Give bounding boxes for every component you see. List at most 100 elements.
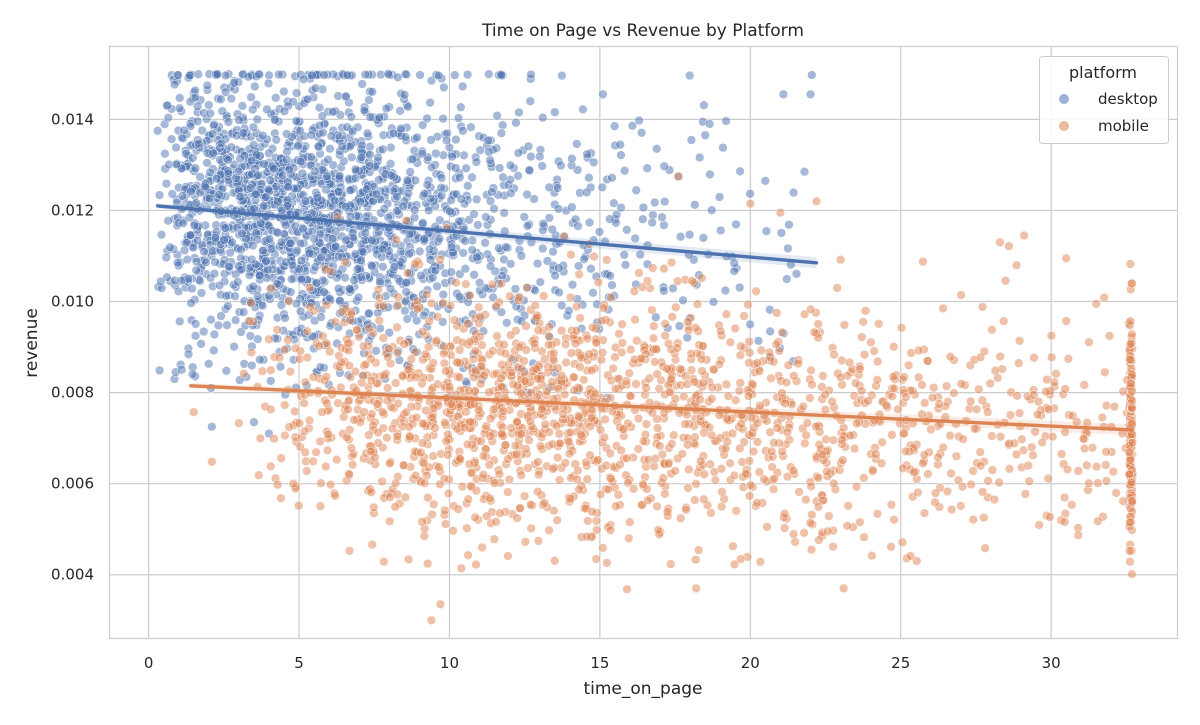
- points-layer: [153, 69, 1138, 625]
- desktop-point: [535, 277, 545, 287]
- mobile-point: [244, 316, 254, 326]
- mobile-point: [544, 340, 554, 350]
- desktop-point: [573, 221, 583, 231]
- desktop-point: [489, 204, 499, 214]
- desktop-point: [279, 106, 290, 116]
- desktop-point: [438, 289, 448, 300]
- desktop-point: [538, 243, 548, 254]
- desktop-point: [220, 70, 231, 81]
- mobile-point: [872, 375, 882, 385]
- mobile-point: [731, 506, 741, 516]
- desktop-point: [584, 173, 594, 183]
- mobile-point: [1024, 476, 1034, 486]
- y-tick-label: 0.006: [51, 475, 94, 493]
- mobile-point: [918, 458, 928, 468]
- mobile-point: [721, 379, 732, 389]
- desktop-point: [199, 246, 209, 257]
- desktop-point: [223, 301, 233, 311]
- mobile-point: [772, 308, 782, 318]
- mobile-point: [553, 452, 563, 463]
- mobile-point: [658, 473, 668, 483]
- mobile-point: [463, 550, 473, 560]
- desktop-point: [306, 130, 316, 140]
- desktop-point: [651, 312, 661, 322]
- mobile-point: [926, 424, 936, 435]
- mobile-point: [553, 383, 563, 394]
- desktop-point: [191, 257, 202, 267]
- desktop-point: [778, 89, 789, 99]
- mobile-point: [822, 466, 832, 477]
- mobile-point: [521, 444, 531, 454]
- desktop-point: [594, 227, 605, 237]
- mobile-point: [1033, 396, 1044, 407]
- desktop-point: [383, 69, 393, 79]
- desktop-point: [416, 270, 426, 281]
- mobile-point: [920, 398, 930, 408]
- mobile-point: [582, 532, 592, 542]
- desktop-point: [426, 135, 436, 145]
- mobile-point: [595, 489, 606, 500]
- desktop-point: [554, 287, 564, 298]
- mobile-point: [626, 344, 636, 355]
- desktop-point: [446, 267, 456, 277]
- mobile-point: [554, 429, 564, 439]
- desktop-point: [550, 107, 560, 117]
- mobile-point: [300, 377, 310, 387]
- desktop-point: [484, 69, 494, 79]
- desktop-point: [286, 274, 297, 284]
- mobile-point: [1041, 386, 1051, 397]
- mobile-point: [1060, 384, 1070, 394]
- mobile-point: [478, 470, 488, 480]
- mobile-point: [855, 364, 865, 374]
- mobile-point: [497, 429, 507, 439]
- mobile-point: [418, 327, 428, 337]
- mobile-point: [470, 512, 480, 523]
- mobile-point: [579, 375, 589, 385]
- mobile-point: [1027, 442, 1037, 452]
- mobile-point: [385, 516, 395, 526]
- mobile-point: [494, 469, 505, 479]
- mobile-point: [605, 448, 615, 459]
- mobile-point: [410, 259, 420, 269]
- mobile-point: [641, 419, 652, 429]
- desktop-point: [284, 164, 294, 175]
- mobile-point: [691, 583, 701, 594]
- mobile-point: [566, 250, 576, 260]
- desktop-point: [721, 116, 731, 126]
- mobile-point: [397, 371, 408, 381]
- mobile-point: [378, 333, 389, 343]
- mobile-point: [869, 346, 879, 356]
- mobile-point: [367, 539, 377, 550]
- mobile-point: [1009, 438, 1019, 448]
- mobile-point: [653, 525, 663, 535]
- mobile-point: [1108, 467, 1118, 477]
- mobile-point: [888, 372, 898, 382]
- desktop-point: [212, 174, 222, 184]
- mobile-point: [629, 286, 639, 296]
- desktop-point: [458, 126, 468, 136]
- mobile-point: [1046, 330, 1057, 341]
- desktop-point: [415, 70, 425, 80]
- desktop-point: [619, 250, 629, 260]
- mobile-point: [544, 525, 554, 535]
- mobile-point: [366, 446, 376, 456]
- desktop-point: [403, 188, 414, 198]
- desktop-point: [611, 209, 622, 220]
- mobile-point: [863, 396, 873, 406]
- desktop-point: [586, 264, 596, 274]
- desktop-point: [607, 280, 617, 290]
- mobile-point: [1124, 469, 1135, 480]
- mobile-point: [343, 338, 353, 349]
- mobile-point: [489, 478, 500, 488]
- desktop-point: [247, 254, 257, 265]
- desktop-point: [557, 300, 567, 310]
- desktop-point: [206, 314, 216, 325]
- mobile-point: [755, 557, 766, 567]
- mobile-point: [636, 353, 647, 364]
- mobile-point: [817, 382, 827, 392]
- desktop-point: [309, 234, 319, 244]
- mobile-point: [886, 500, 897, 510]
- mobile-point: [317, 407, 327, 417]
- mobile-point: [373, 284, 383, 295]
